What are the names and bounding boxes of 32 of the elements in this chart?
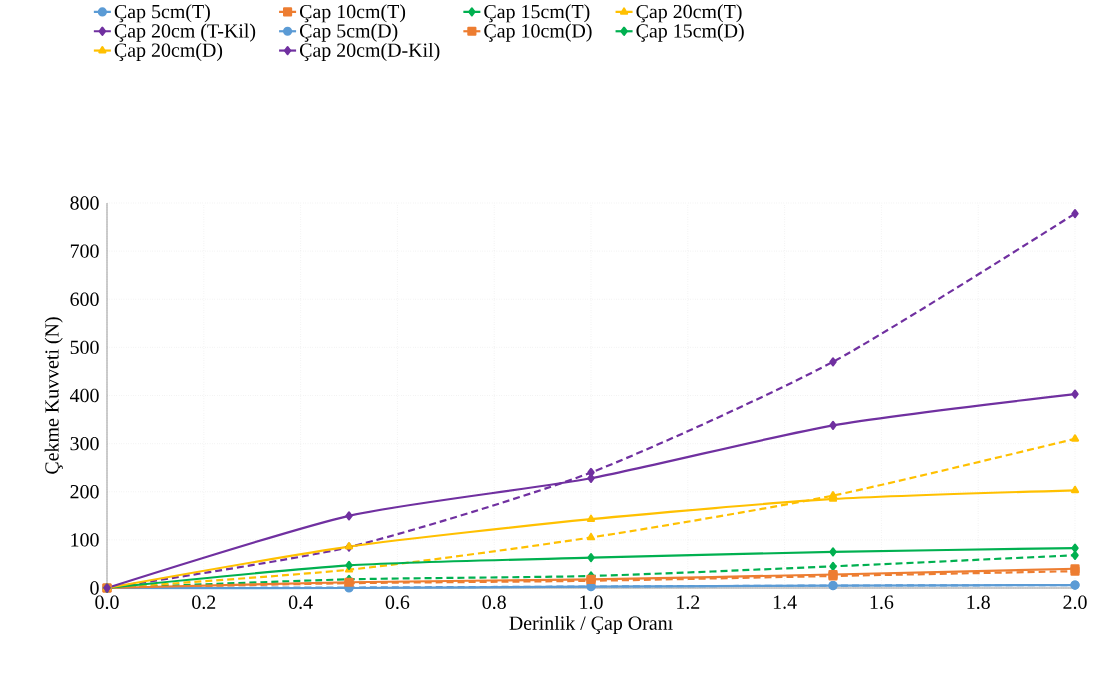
x-tick-label: 1.4	[773, 595, 797, 609]
x-axis-title: Derinlik / Çap Oranı	[509, 615, 673, 634]
y-tick-label: 300	[70, 436, 99, 451]
x-tick-label: 1.6	[870, 595, 894, 609]
x-tick-label: 0.0	[95, 595, 119, 610]
legend-label: Çap 5cm(D)	[299, 23, 398, 42]
x-tick-label: 0.4	[288, 595, 313, 610]
y-tick-label: 0	[90, 581, 99, 595]
legend-label: Çap 20cm(D-Kil)	[299, 42, 440, 61]
x-tick-label: 0.6	[385, 595, 410, 610]
x-tick-label: 0.8	[482, 595, 506, 610]
legend-label: Çap 20cm (T-Kil)	[114, 23, 256, 42]
x-tick-label: 1.8	[967, 595, 990, 610]
y-tick-label: 600	[70, 292, 99, 306]
y-axis-title: Çekme Kuvveti (N)	[44, 317, 63, 474]
legend-label: Çap 20cm(T)	[636, 4, 742, 23]
legend-label: Çap 15cm(T)	[484, 4, 590, 23]
legend-label: Çap 5cm(T)	[114, 4, 210, 23]
x-tick-label: 1.2	[677, 595, 700, 609]
y-tick-label: 100	[71, 533, 99, 547]
y-tick-label: 400	[69, 388, 99, 403]
y-tick-label: 200	[70, 485, 99, 499]
legend-label: Çap 20cm(D)	[114, 42, 223, 61]
legend-label: Çap 15cm(D)	[636, 23, 744, 42]
legend-label: Çap 10cm(T)	[299, 4, 406, 23]
legend-label: Çap 10cm(D)	[484, 23, 592, 42]
y-tick-label: 800	[70, 196, 99, 210]
x-tick-label: 1.0	[580, 595, 603, 610]
y-tick-label: 500	[70, 340, 99, 355]
x-tick-label: 0.2	[192, 595, 216, 610]
x-tick-label: 2.0	[1063, 595, 1087, 610]
y-tick-label: 700	[70, 244, 99, 258]
